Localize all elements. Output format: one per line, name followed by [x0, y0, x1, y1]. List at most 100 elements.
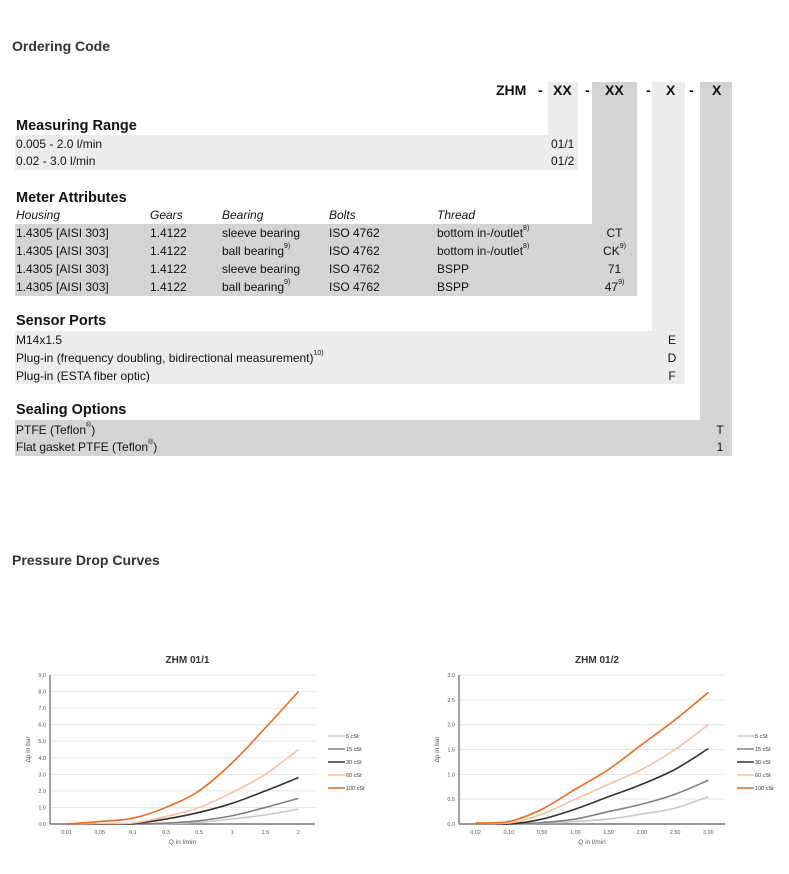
thread-text: bottom in-/outlet	[437, 226, 524, 240]
y-tick-label: 3.0	[38, 772, 46, 778]
label-text: )	[153, 440, 158, 454]
label-text: Plug-in (ESTA fiber optic)	[16, 369, 150, 383]
x-tick-label: 0.01	[61, 830, 72, 836]
bolts-text: ISO 4762	[329, 280, 380, 294]
series-line-15-cSt	[475, 779, 709, 825]
bearing-text: sleeve bearing	[222, 226, 301, 240]
y-tick-label: 1.0	[38, 805, 46, 811]
series-line-15-cSt	[66, 797, 299, 825]
x-tick-label: 0.50	[537, 830, 548, 836]
gears-text: 1.4122	[150, 244, 187, 258]
meter-bolts: ISO 4762	[329, 260, 380, 278]
x-tick-label: 0.10	[504, 830, 515, 836]
sealing-options-bg	[15, 420, 732, 456]
meter-housing: 1.4305 [AISI 303]	[16, 242, 109, 260]
range-code: 01/2	[551, 154, 575, 168]
meter-code: 71	[592, 260, 637, 278]
sensor-ports-title: Sensor Ports	[16, 313, 107, 329]
legend-label: 30 cSt	[755, 760, 771, 766]
gears-text: 1.4122	[150, 226, 187, 240]
code-text: 47	[604, 280, 619, 294]
bolts-text: ISO 4762	[329, 262, 380, 276]
header-thread: Thread	[437, 208, 476, 222]
series-line-100-cSt	[475, 691, 709, 824]
housing-text: 1.4305 [AISI 303]	[16, 226, 109, 240]
chart-title: ZHM 01/1	[166, 655, 210, 666]
gears-text: 1.4122	[150, 262, 187, 276]
y-tick-label: 5.0	[38, 739, 46, 745]
legend-label: 100 cSt	[755, 786, 774, 792]
footnote: 8)	[523, 243, 530, 250]
x-tick-label: 1.50	[603, 830, 614, 836]
meter-code: CK9)	[592, 242, 637, 260]
meter-bolts: ISO 4762	[329, 224, 380, 242]
bearing-text: ball bearing	[222, 244, 285, 258]
x-tick-label: 0.5	[195, 830, 203, 836]
thread-text: bottom in-/outlet	[437, 244, 524, 258]
code-sensor: X	[666, 82, 676, 98]
legend-label: 100 cSt	[346, 786, 365, 792]
registered-mark: ®	[148, 439, 154, 446]
code-dash: -	[646, 82, 651, 98]
legend-label: 5 cSt	[755, 734, 768, 740]
meter-bolts: ISO 4762	[329, 278, 380, 296]
meter-thread: BSPP	[437, 278, 469, 296]
x-tick-label: 3.00	[703, 830, 714, 836]
thread-text: BSPP	[437, 262, 470, 276]
chart-0: ZHM 01/1 0.0 1.0 2.0 3.0 4.0 5.0 6.0 7.0 8.0 9.0 0.…	[25, 655, 365, 846]
sealing-code: 1	[716, 440, 724, 454]
sensor-ports-bg	[15, 331, 685, 384]
meter-bearing: ball bearing9)	[222, 278, 290, 296]
meter-attributes-bg	[15, 224, 637, 296]
code-range: XX	[553, 82, 572, 98]
header-bearing: Bearing	[222, 208, 264, 222]
label-text: M14x1.5	[16, 333, 63, 347]
y-tick-label: 2.0	[447, 723, 455, 729]
x-tick-label: 2.00	[637, 830, 648, 836]
y-tick-label: 2.0	[38, 789, 46, 795]
bolts-text: ISO 4762	[329, 226, 380, 240]
y-tick-label: 8.0	[38, 690, 46, 696]
header-bolts: Bolts	[329, 208, 356, 222]
footnote: 8)	[523, 225, 530, 232]
x-tick-label: 0.05	[94, 830, 105, 836]
meter-gears: 1.4122	[150, 260, 187, 278]
meter-thread: bottom in-/outlet8)	[437, 224, 529, 242]
series-line-30-cSt	[475, 747, 709, 825]
housing-text: 1.4305 [AISI 303]	[16, 262, 109, 276]
x-axis-label: Q in l/min	[578, 839, 606, 846]
y-tick-label: 1.0	[447, 772, 455, 778]
y-tick-label: 0.5	[447, 797, 455, 803]
range-label: 0.02 - 3.0 l/min	[16, 154, 96, 168]
bolts-text: ISO 4762	[329, 244, 380, 258]
meter-bolts: ISO 4762	[329, 242, 380, 260]
meter-gears: 1.4122	[150, 242, 187, 260]
code-text: 71	[607, 262, 622, 276]
y-tick-label: 1.5	[447, 748, 455, 754]
label-text: PTFE (Teflon	[16, 423, 87, 437]
measuring-range-bg	[15, 135, 578, 170]
pressure-drop-title: Pressure Drop Curves	[12, 552, 160, 568]
code-text: CK	[603, 244, 620, 258]
legend-label: 15 cSt	[755, 747, 771, 753]
series-line-60-cSt	[66, 748, 299, 825]
sensor-port-code: D	[667, 351, 677, 365]
thread-text: BSPP	[437, 280, 470, 294]
legend-label: 60 cSt	[755, 773, 771, 779]
sensor-port-code: E	[667, 333, 676, 347]
footnote: 9)	[284, 243, 291, 250]
gears-text: 1.4122	[150, 280, 187, 294]
housing-text: 1.4305 [AISI 303]	[16, 244, 109, 258]
meter-housing: 1.4305 [AISI 303]	[16, 260, 109, 278]
legend-label: 5 cSt	[346, 734, 359, 740]
range-label: 0.005 - 2.0 l/min	[16, 137, 103, 151]
label-text: )	[91, 423, 96, 437]
label-text: Flat gasket PTFE (Teflon	[16, 440, 149, 454]
code-text: CT	[606, 226, 623, 240]
code-dash: -	[585, 82, 590, 98]
meter-bearing: sleeve bearing	[222, 224, 300, 242]
meter-gears: 1.4122	[150, 224, 187, 242]
footnote: 9)	[619, 243, 626, 250]
label-text: Plug-in (frequency doubling, bidirection…	[16, 351, 314, 365]
